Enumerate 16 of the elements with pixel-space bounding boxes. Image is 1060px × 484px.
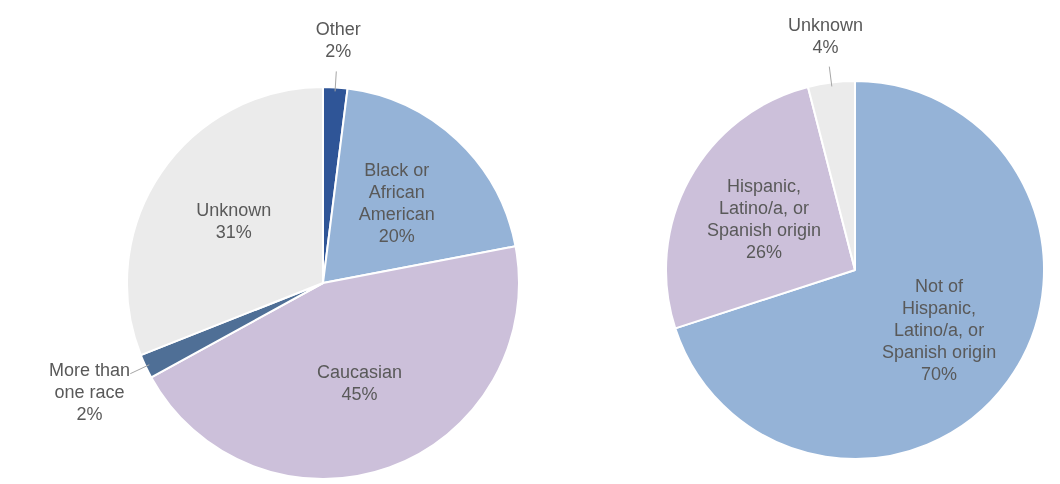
slice-label: More than one race	[49, 359, 131, 402]
slice-label: Unknown	[196, 200, 272, 221]
slice-label: Not of Hispanic, Latino/a, or Spanish origin	[882, 276, 997, 363]
data-label: 70%	[921, 364, 958, 385]
data-label: 20%	[378, 226, 415, 247]
slice-label: Hispanic, Latino/a, or Spanish origin	[706, 175, 821, 240]
slice-label: Other	[315, 19, 361, 40]
slice-label: Unknown	[788, 14, 864, 35]
data-label: 31%	[215, 222, 252, 243]
slice-label: Black or African American	[358, 160, 435, 225]
data-label: 2%	[76, 403, 103, 424]
data-label: 4%	[812, 36, 839, 57]
data-label: 26%	[745, 241, 782, 262]
data-label: 45%	[341, 384, 378, 405]
slice-label: Caucasian	[316, 362, 403, 383]
data-label: 2%	[325, 41, 352, 62]
